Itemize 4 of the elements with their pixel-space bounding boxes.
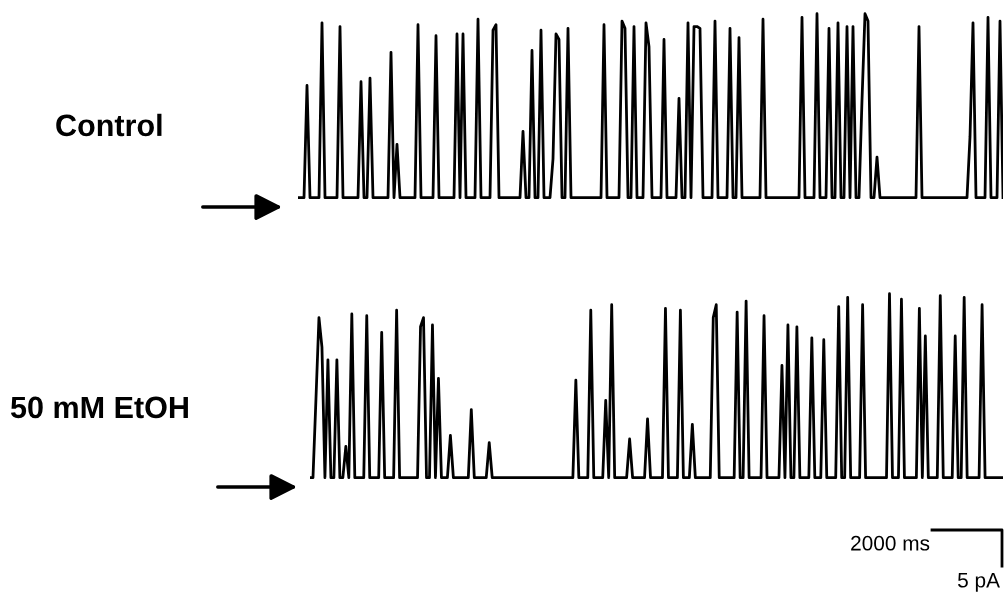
text: 50 mM EtOH [10,396,188,419]
text: 5 pA [957,573,1000,592]
text: Control [56,113,162,137]
text: 2000 ms [851,535,930,551]
